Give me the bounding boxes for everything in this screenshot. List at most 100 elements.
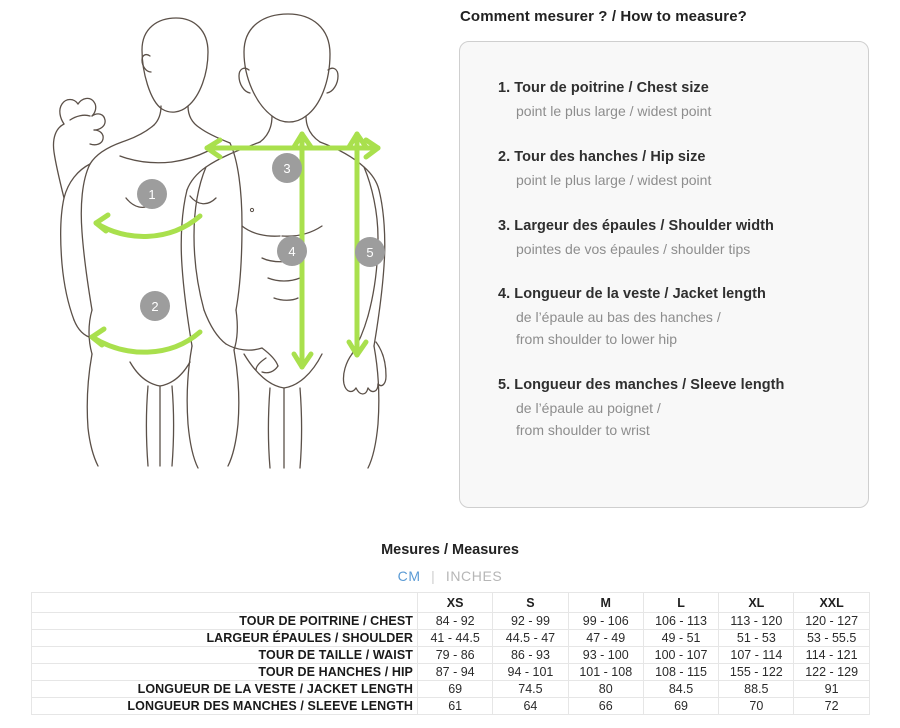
cell-sleeve-s: 64 — [492, 697, 569, 715]
cell-hip-l: 108 - 115 — [642, 663, 720, 681]
instruction-number-5: 5. — [498, 377, 511, 394]
marker-5: 5 — [355, 237, 385, 267]
instruction-label-1: Tour de poitrine / Chest size — [514, 80, 709, 96]
cell-shoulder-xs: 41 - 44.5 — [416, 629, 494, 647]
how-to-measure-title: Comment mesurer ? / How to measure? — [460, 8, 747, 25]
column-header-xxl: XXL — [793, 592, 870, 613]
cell-jacket-xxl: 91 — [793, 680, 870, 698]
cell-waist-xs: 79 - 86 — [416, 646, 494, 664]
instruction-heading-5: 5. Longueur des manches / Sleeve length — [498, 377, 844, 393]
instruction-detail-3: pointes de vos épaules / shoulder tips — [516, 240, 751, 257]
unit-separator: | — [431, 568, 436, 584]
unit-option-cm[interactable]: CM — [397, 568, 421, 584]
unit-toggle: CM | INCHES — [0, 568, 900, 584]
marker-4: 4 — [277, 236, 307, 266]
instruction-number-1: 1. — [498, 80, 511, 96]
svg-text:3: 3 — [283, 161, 290, 176]
instruction-label-4: Longueur de la veste / Jacket length — [514, 286, 766, 303]
row-label-chest: TOUR DE POITRINE / CHEST — [31, 612, 418, 630]
cell-sleeve-m: 66 — [567, 697, 644, 715]
measure-instruction-1: 1. Tour de poitrine / Chest size point l… — [498, 80, 844, 123]
instruction-number-3: 3. — [498, 217, 511, 234]
cell-jacket-xl: 88.5 — [718, 680, 795, 698]
arrow-hip — [89, 329, 203, 355]
cell-sleeve-xxl: 72 — [793, 697, 870, 715]
row-label-waist: TOUR DE TAILLE / WAIST — [31, 646, 418, 664]
cell-chest-m: 99 - 106 — [567, 612, 644, 630]
measures-title: Mesures / Measures — [381, 542, 519, 558]
cell-hip-s: 94 - 101 — [492, 663, 569, 681]
table-row: TOUR DE HANCHES / HIP 87 - 94 94 - 101 1… — [31, 663, 870, 681]
instruction-heading-2: 2. Tour des hanches / Hip size — [498, 149, 844, 165]
body-measurement-illustration: 1 2 3 4 5 — [30, 10, 450, 470]
cell-hip-xl: 155 - 122 — [718, 663, 795, 681]
cell-jacket-s: 74.5 — [492, 680, 569, 698]
instruction-heading-1: 1. Tour de poitrine / Chest size — [498, 80, 844, 96]
marker-1: 1 — [137, 179, 167, 209]
svg-text:2: 2 — [151, 299, 158, 314]
svg-text:4: 4 — [288, 244, 295, 259]
cell-chest-xl: 113 - 120 — [718, 612, 795, 630]
column-header-s: S — [492, 592, 569, 613]
instruction-heading-4: 4. Longueur de la veste / Jacket length — [498, 286, 844, 302]
cell-waist-s: 86 - 93 — [492, 646, 569, 664]
table-header-row: XS S M L XL XXL — [31, 592, 870, 613]
table-row: LONGUEUR DE LA VESTE / JACKET LENGTH 69 … — [31, 680, 870, 698]
cell-hip-m: 101 - 108 — [567, 663, 644, 681]
cell-hip-xxl: 122 - 129 — [793, 663, 870, 681]
table-row: LONGUEUR DES MANCHES / SLEEVE LENGTH 61 … — [31, 697, 870, 715]
cell-shoulder-s: 44.5 - 47 — [492, 629, 569, 647]
cell-shoulder-l: 49 - 51 — [642, 629, 720, 647]
table-row: TOUR DE POITRINE / CHEST 84 - 92 92 - 99… — [31, 612, 870, 630]
cell-chest-s: 92 - 99 — [492, 612, 569, 630]
table-row: LARGEUR ÉPAULES / SHOULDER 41 - 44.5 44.… — [31, 629, 870, 647]
cell-shoulder-m: 47 - 49 — [567, 629, 644, 647]
cell-chest-xs: 84 - 92 — [416, 612, 494, 630]
female-figure-outline — [52, 17, 243, 467]
instruction-detail-2: point le plus large / widest point — [516, 171, 712, 188]
instruction-heading-3: 3. Largeur des épaules / Shoulder width — [498, 218, 844, 234]
row-label-sleeve-length: LONGUEUR DES MANCHES / SLEEVE LENGTH — [31, 697, 418, 715]
cell-chest-l: 106 - 113 — [642, 612, 720, 630]
instruction-detail-5: de l’épaule au poignet / from shoulder t… — [516, 400, 661, 438]
instruction-detail-1: point le plus large / widest point — [516, 103, 712, 119]
column-header-xs: XS — [416, 592, 494, 613]
arrow-chest — [93, 213, 203, 239]
column-header-xl: XL — [718, 592, 795, 613]
row-label-shoulder: LARGEUR ÉPAULES / SHOULDER — [31, 629, 418, 647]
measure-instruction-4: 4. Longueur de la veste / Jacket length … — [498, 286, 844, 351]
instruction-label-2: Tour des hanches / Hip size — [514, 148, 706, 165]
row-label-jacket-length: LONGUEUR DE LA VESTE / JACKET LENGTH — [31, 680, 418, 698]
cell-jacket-m: 80 — [567, 680, 644, 698]
cell-sleeve-l: 69 — [642, 697, 720, 715]
cell-sleeve-xl: 70 — [718, 697, 795, 715]
cell-sleeve-xs: 61 — [416, 697, 494, 715]
measure-instruction-list: 1. Tour de poitrine / Chest size point l… — [498, 80, 844, 442]
measure-instruction-2: 2. Tour des hanches / Hip size point le … — [498, 149, 844, 192]
instruction-number-4: 4. — [498, 286, 511, 303]
cell-shoulder-xxl: 53 - 55.5 — [793, 629, 870, 647]
marker-3: 3 — [272, 153, 302, 183]
cell-jacket-xs: 69 — [416, 680, 494, 698]
table-corner-cell — [31, 592, 418, 613]
measurement-markers: 1 2 3 4 5 — [137, 153, 385, 321]
instruction-number-2: 2. — [498, 148, 511, 165]
instruction-detail-4: de l’épaule au bas des hanches / from sh… — [516, 309, 721, 348]
cell-waist-xxl: 114 - 121 — [793, 646, 870, 664]
svg-text:5: 5 — [366, 245, 373, 260]
measure-instruction-3: 3. Largeur des épaules / Shoulder width … — [498, 218, 844, 261]
instruction-label-3: Largeur des épaules / Shoulder width — [514, 217, 774, 234]
svg-text:1: 1 — [148, 187, 155, 202]
cell-waist-l: 100 - 107 — [642, 646, 720, 664]
cell-chest-xxl: 120 - 127 — [793, 612, 870, 630]
cell-waist-m: 93 - 100 — [567, 646, 644, 664]
unit-option-inches[interactable]: INCHES — [445, 568, 503, 584]
measure-instruction-5: 5. Longueur des manches / Sleeve length … — [498, 377, 844, 442]
column-header-l: L — [642, 592, 720, 613]
measurement-arrows — [89, 131, 381, 370]
cell-hip-xs: 87 - 94 — [416, 663, 494, 681]
instruction-label-5: Longueur des manches / Sleeve length — [514, 377, 785, 394]
column-header-m: M — [567, 592, 644, 613]
cell-shoulder-xl: 51 - 53 — [718, 629, 795, 647]
